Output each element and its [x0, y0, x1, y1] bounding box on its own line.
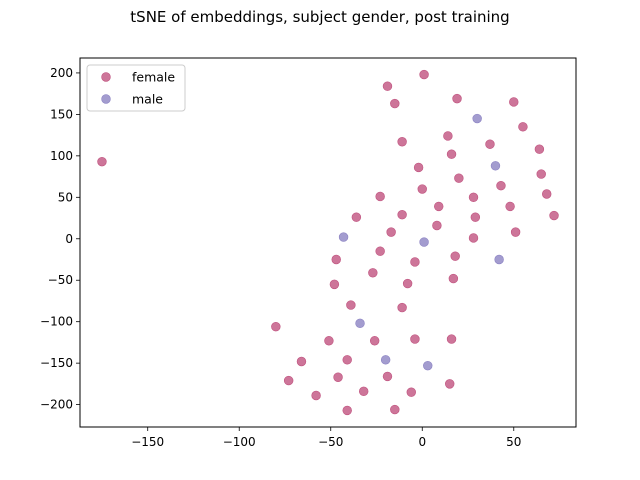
female-point — [534, 144, 545, 154]
female-point — [406, 387, 416, 397]
male-point — [380, 355, 391, 365]
female-point — [324, 336, 334, 346]
axis-ticks: −150 −100 −50 0 50 −200 −150 −100 −50 0 50 100 150 20… — [40, 66, 521, 449]
female-point — [485, 139, 495, 149]
legend-label-male: male — [132, 92, 163, 107]
female-point — [397, 137, 407, 147]
x-tick-label: −150 — [131, 435, 164, 449]
female-point — [333, 372, 343, 382]
x-tick-label: −100 — [223, 435, 256, 449]
female-point — [382, 81, 393, 91]
female-point — [518, 122, 528, 132]
female-point — [397, 210, 407, 220]
x-tick-label: 0 — [418, 435, 426, 449]
female-point — [448, 273, 459, 284]
male-point — [490, 161, 501, 171]
female-point — [402, 278, 413, 289]
female-point — [283, 375, 294, 386]
male-point — [338, 232, 349, 242]
y-tick-label: 100 — [50, 149, 73, 163]
legend: female male — [86, 64, 186, 112]
legend-label-female: female — [132, 70, 175, 85]
female-point — [509, 97, 519, 107]
female-point — [419, 69, 429, 80]
y-tick-label: −100 — [40, 315, 73, 329]
plot-frame — [79, 57, 577, 428]
y-tick-label: −150 — [40, 356, 73, 370]
female-point — [296, 356, 307, 367]
male-point — [419, 237, 429, 247]
female-point — [536, 169, 546, 179]
female-point — [397, 302, 407, 313]
y-tick-label: 200 — [50, 66, 73, 80]
female-point — [390, 404, 400, 415]
female-point — [358, 386, 369, 397]
female-point — [496, 180, 506, 191]
female-point — [271, 321, 281, 332]
female-point — [445, 379, 455, 389]
female-point — [346, 300, 356, 310]
male-point — [472, 113, 482, 124]
legend-marker-female — [101, 72, 111, 82]
female-point — [443, 131, 453, 141]
female-point — [375, 191, 385, 202]
y-tick-label: −200 — [40, 398, 73, 412]
female-point — [432, 220, 442, 231]
y-tick-label: 50 — [58, 190, 73, 204]
female-point — [386, 227, 396, 237]
female-point — [434, 201, 444, 212]
female-point — [450, 251, 460, 261]
female-point — [97, 156, 107, 167]
female-point — [470, 212, 481, 222]
female-point — [505, 201, 515, 212]
female-point — [510, 227, 521, 237]
legend-box — [86, 64, 186, 112]
female-point — [454, 173, 464, 183]
female-point — [549, 210, 559, 221]
y-tick-label: 150 — [50, 107, 73, 121]
female-point — [351, 212, 362, 222]
female-point — [342, 405, 352, 416]
female-point — [329, 279, 340, 290]
female-point — [542, 189, 552, 199]
female-point — [417, 184, 427, 194]
female-point — [468, 192, 479, 203]
female-point — [369, 336, 380, 346]
female-point — [382, 371, 393, 382]
female-point — [311, 390, 321, 401]
male-point — [423, 360, 433, 371]
y-tick-label: −50 — [48, 273, 73, 287]
x-tick-label: −50 — [318, 435, 343, 449]
female-point — [413, 162, 424, 173]
data-points — [97, 69, 559, 416]
female-point — [342, 355, 352, 365]
female-point — [446, 149, 457, 159]
female-point — [410, 334, 420, 344]
female-point — [375, 246, 385, 256]
male-point — [355, 318, 365, 329]
chart-title: tSNE of embeddings, subject gender, post… — [130, 8, 510, 26]
female-point — [446, 334, 457, 344]
female-point — [368, 268, 378, 278]
x-tick-label: 50 — [506, 435, 521, 449]
female-point — [410, 257, 420, 267]
female-point — [468, 233, 479, 243]
female-point — [452, 93, 462, 104]
male-point — [494, 254, 504, 265]
female-point — [390, 98, 400, 109]
female-point — [331, 254, 341, 265]
legend-marker-male — [101, 94, 111, 104]
y-tick-label: 0 — [65, 232, 73, 246]
